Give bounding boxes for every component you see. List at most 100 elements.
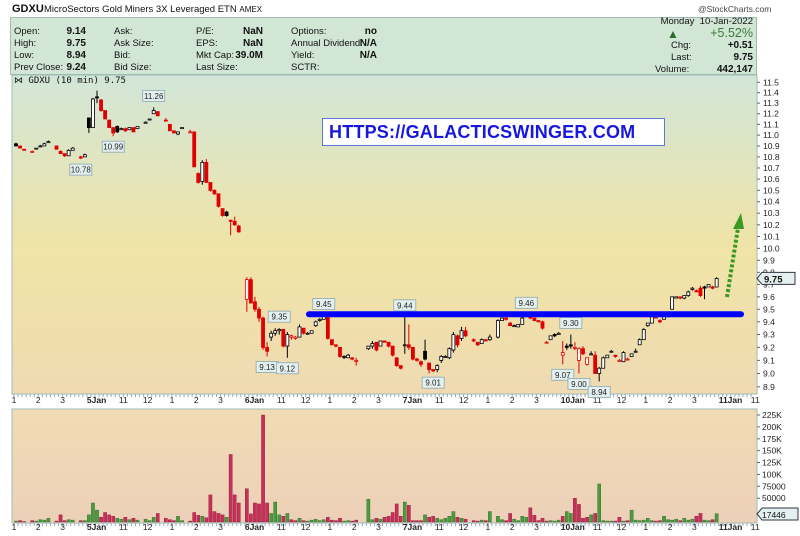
x-tick-label: 10Jan <box>561 395 585 405</box>
x-tick-label: 3 <box>60 522 65 532</box>
volume-bar <box>330 519 334 523</box>
last-volume-tag: 17446 <box>762 510 786 520</box>
volume-bar <box>301 520 306 523</box>
volume-bar <box>403 501 407 523</box>
volume-bar <box>135 519 140 523</box>
y-tick-label: 10.6 <box>763 174 780 184</box>
price-label-box <box>559 317 583 329</box>
last-price-tag: 9.75 <box>764 274 783 285</box>
volume-bar <box>650 520 654 523</box>
volume-bar <box>589 514 593 523</box>
y-tick-label: 10.9 <box>763 141 780 151</box>
candle-body <box>334 344 338 347</box>
volume-bar <box>435 517 440 523</box>
volume-bar <box>228 454 233 523</box>
x-tick-label: 6Jan <box>245 395 264 405</box>
legend-icon: ⋈ <box>14 76 29 86</box>
pe-label: P/E: <box>196 26 214 37</box>
volume-tick-label: 225K <box>762 410 782 420</box>
volume-bar <box>447 516 452 523</box>
volume-bar <box>54 520 59 523</box>
candle-body <box>496 320 500 338</box>
price-label-box <box>267 310 291 323</box>
volume-bar <box>87 514 91 523</box>
candle-body <box>30 151 35 153</box>
x-tick-label: 12 <box>301 395 311 405</box>
x-tick-label: 5Jan <box>87 395 106 405</box>
candle-body <box>573 346 577 349</box>
volume-tick-label: 75000 <box>762 481 786 491</box>
candle-body <box>329 339 334 346</box>
candle-body <box>82 154 87 158</box>
candle-body <box>46 141 51 144</box>
volume-bar <box>552 520 557 523</box>
y-tick-label: 9.3 <box>763 330 775 340</box>
volume-bar <box>548 520 553 523</box>
x-tick-label: 1 <box>12 522 17 532</box>
volume-bar <box>504 520 508 523</box>
candle-body <box>690 287 695 290</box>
candle-body <box>123 128 128 132</box>
volume-label: Volume: <box>655 64 690 75</box>
candle-body <box>228 219 233 222</box>
y-tick-label: 9.6 <box>763 292 775 302</box>
candle-body <box>66 149 71 157</box>
volume-bar <box>62 520 67 523</box>
volume-bar <box>658 520 662 523</box>
volume-bar <box>289 519 294 523</box>
volume-bar <box>706 520 711 523</box>
y-tick-label: 11.4 <box>763 88 779 98</box>
prev-close-label: Prev Close: <box>14 62 64 73</box>
volume-bar <box>168 519 172 523</box>
candle-body <box>285 334 290 347</box>
price-label: 9.35 <box>271 313 287 322</box>
price-label: 9.00 <box>571 380 587 389</box>
candle-body <box>451 334 456 351</box>
low-label: Low: <box>14 50 35 61</box>
candle-body <box>38 145 43 148</box>
volume-bar <box>662 516 666 523</box>
volume-bar <box>188 520 192 523</box>
x-tick-label: 2 <box>510 395 515 405</box>
x-tick-label: 1 <box>328 395 333 405</box>
price-label-box <box>142 89 166 102</box>
candle-body <box>127 127 132 131</box>
volume-tick-label: 50000 <box>762 493 786 503</box>
yield-label: Yield: <box>291 50 315 61</box>
x-tick-label: 3 <box>218 522 223 532</box>
candle-body <box>585 357 589 365</box>
candle-body <box>204 162 209 183</box>
mkt-cap-value: 39.0M <box>235 50 263 61</box>
candle-body <box>135 126 140 130</box>
volume-bar <box>382 517 387 523</box>
candle-body <box>423 350 427 360</box>
x-tick-label: 3 <box>692 522 697 532</box>
volume-bar <box>265 502 269 523</box>
volume-bar <box>66 519 71 523</box>
candle-body <box>147 118 152 121</box>
volume-bar <box>30 520 35 523</box>
candle-body <box>143 121 148 124</box>
volume-bar <box>204 517 209 523</box>
x-tick-label: 1 <box>485 522 490 532</box>
x-tick-label: 3 <box>376 522 381 532</box>
volume-bar <box>70 519 75 523</box>
y-tick-label: 10.2 <box>763 220 780 230</box>
y-tick-label: 9.9 <box>763 255 775 265</box>
x-tick-label: 3 <box>60 395 65 405</box>
volume-bar <box>212 511 217 523</box>
x-tick-label: 1 <box>328 522 333 532</box>
high-value: 9.75 <box>66 38 86 49</box>
volume-bar <box>560 516 565 523</box>
trend-arrow-shaft <box>725 227 740 298</box>
volume-panel <box>11 408 758 524</box>
volume-bar <box>528 507 533 523</box>
volume-bar <box>484 520 488 523</box>
candle-body <box>589 353 593 356</box>
price-label: 9.12 <box>280 364 296 373</box>
volume-bar <box>277 514 282 523</box>
chart-legend: ⋈ GDXU (10 min) 9.75 <box>14 76 126 86</box>
y-tick-label: 11.0 <box>763 130 779 140</box>
volume-bar <box>577 504 581 523</box>
volume-bar <box>196 515 201 523</box>
